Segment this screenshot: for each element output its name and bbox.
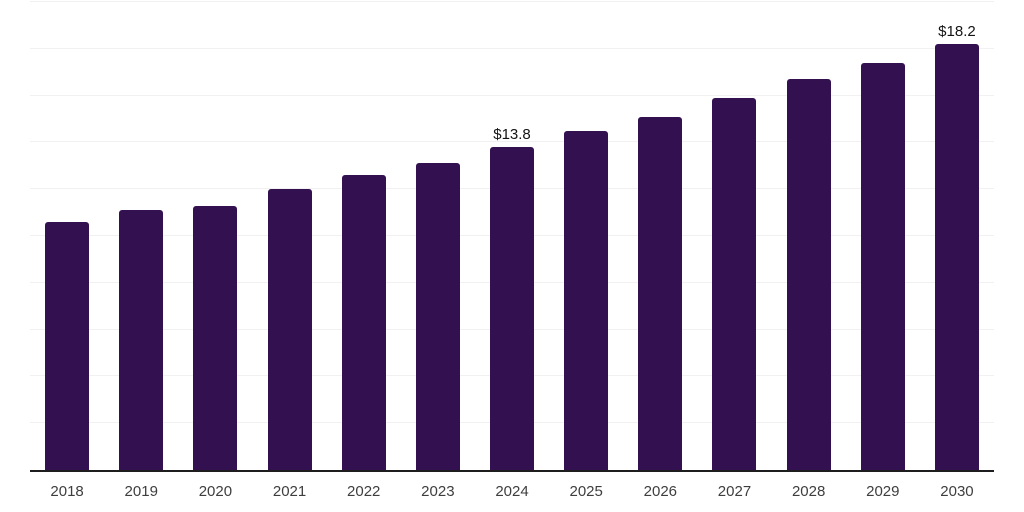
bars-container: $13.8 $18.2 bbox=[30, 2, 994, 470]
x-tick-label-2028: 2028 bbox=[791, 483, 826, 500]
bar-slot-2025 bbox=[549, 2, 623, 470]
bar-2027 bbox=[712, 97, 757, 470]
x-tick-label-2027: 2027 bbox=[717, 483, 752, 500]
bar-slot-2021 bbox=[252, 2, 326, 470]
bar-2026 bbox=[638, 116, 683, 470]
gridline-18 bbox=[30, 47, 994, 49]
bar-slot-2019 bbox=[104, 2, 178, 470]
x-tick-label-2022: 2022 bbox=[347, 483, 381, 500]
bar-slot-2028 bbox=[772, 2, 846, 470]
x-tick-label-2024: 2024 bbox=[495, 483, 529, 500]
bar-slot-2020 bbox=[178, 2, 252, 470]
x-tick-label-2030: 2030 bbox=[940, 483, 974, 500]
bar-slot-2018 bbox=[30, 2, 104, 470]
x-axis-labels: 2018 2019 2020 2021 2022 2023 2024 2025 2026 2027… bbox=[30, 483, 994, 501]
bar-2025 bbox=[564, 130, 609, 470]
bar-2028 bbox=[786, 79, 831, 470]
gridline-16 bbox=[30, 94, 994, 96]
bar-2029 bbox=[860, 62, 905, 470]
x-tick-label-2020: 2020 bbox=[198, 483, 233, 500]
value-label-2024: $13.8 bbox=[493, 126, 531, 144]
bar-2021 bbox=[267, 189, 312, 470]
x-tick-label-2019: 2019 bbox=[124, 483, 158, 500]
bar-2024 bbox=[490, 147, 535, 470]
bar-2022 bbox=[341, 175, 386, 470]
bar-slot-2026 bbox=[623, 2, 697, 470]
bar-2030 bbox=[934, 44, 979, 470]
bar-slot-2029 bbox=[846, 2, 920, 470]
gridline-20 bbox=[30, 1, 994, 2]
bar-slot-2022 bbox=[327, 2, 401, 470]
gridline-14 bbox=[30, 141, 994, 143]
bar-2019 bbox=[119, 210, 164, 470]
x-tick-label-2018: 2018 bbox=[50, 483, 84, 500]
bar-2018 bbox=[45, 221, 90, 470]
bar-slot-2027 bbox=[697, 2, 771, 470]
x-tick-label-2026: 2026 bbox=[643, 483, 678, 500]
bar-slot-2030: $18.2 bbox=[920, 2, 994, 470]
plot-area: $13.8 $18.2 bbox=[30, 1, 994, 472]
bar-2023 bbox=[415, 163, 460, 470]
x-tick-label-2023: 2023 bbox=[421, 483, 455, 500]
bar-slot-2023 bbox=[401, 2, 475, 470]
bar-slot-2024: $13.8 bbox=[475, 2, 549, 470]
x-tick-label-2021: 2021 bbox=[272, 483, 307, 500]
x-tick-label-2029: 2029 bbox=[866, 483, 900, 500]
value-label-2030: $18.2 bbox=[938, 23, 976, 41]
bar-2020 bbox=[193, 205, 238, 470]
x-tick-label-2025: 2025 bbox=[569, 483, 603, 500]
